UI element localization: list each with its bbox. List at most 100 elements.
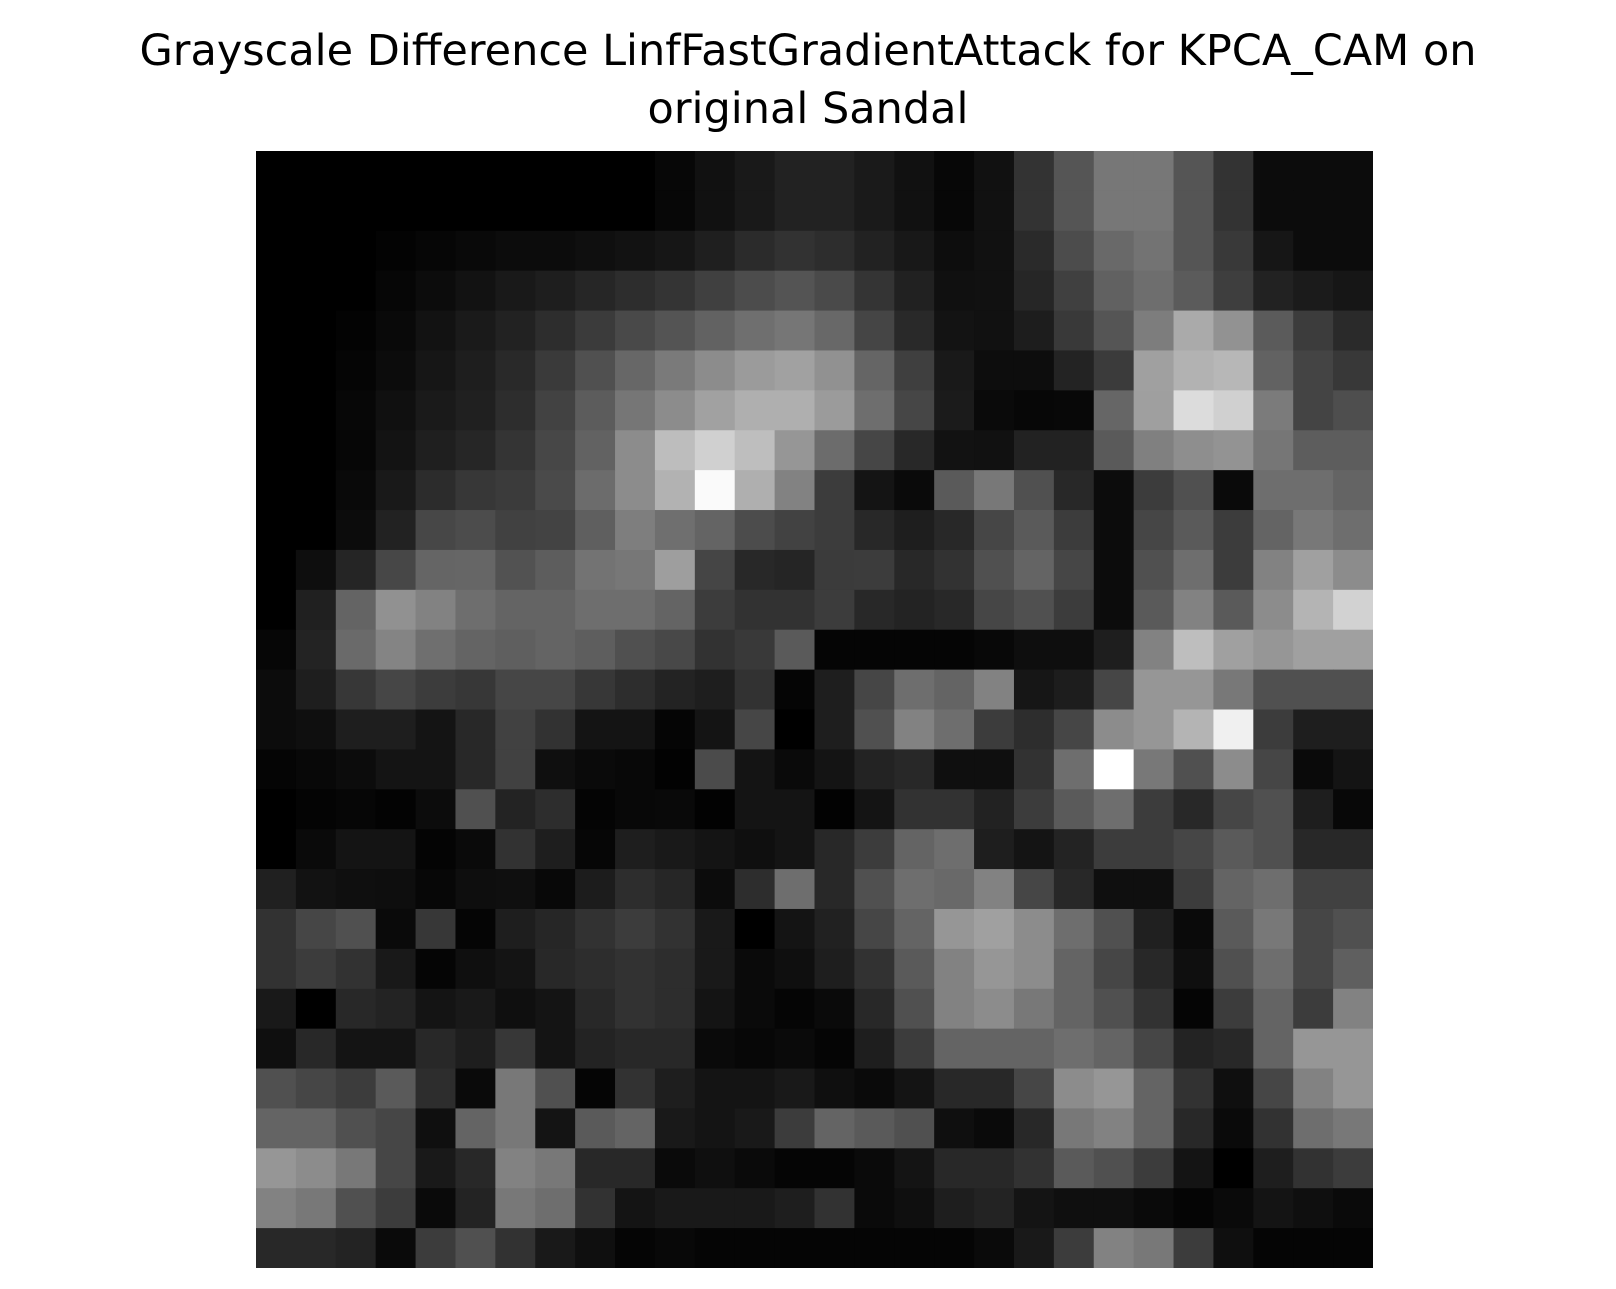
heatmap-cell-r7-c11 [694, 430, 736, 471]
heatmap-cell-r4-c12 [734, 310, 776, 352]
heatmap-cell-r21-c6 [495, 988, 536, 1030]
heatmap-cell-r21-c19 [1013, 988, 1055, 1030]
heatmap-cell-r6-c6 [495, 390, 536, 431]
heatmap-cell-r10-c21 [1093, 549, 1135, 591]
heatmap-cell-r6-c15 [854, 390, 895, 431]
heatmap-cell-r1-c27 [1333, 190, 1373, 232]
heatmap-cell-r13-c23 [1173, 669, 1215, 711]
heatmap-cell-r11-c18 [974, 589, 1015, 631]
heatmap-cell-r7-c18 [974, 430, 1015, 471]
heatmap-cell-r22-c14 [814, 1028, 855, 1070]
heatmap-cell-r14-c26 [1293, 709, 1334, 750]
heatmap-cell-r25-c8 [575, 1148, 616, 1189]
heatmap-cell-r21-c20 [1053, 988, 1095, 1030]
heatmap-cell-r24-c27 [1333, 1108, 1373, 1149]
heatmap-cell-r22-c1 [295, 1028, 337, 1070]
heatmap-cell-r20-c2 [335, 948, 377, 990]
heatmap-cell-r23-c13 [774, 1068, 816, 1110]
heatmap-cell-r0-c21 [1093, 151, 1135, 192]
heatmap-cell-r26-c20 [1053, 1188, 1095, 1229]
heatmap-cell-r26-c12 [734, 1188, 776, 1229]
heatmap-cell-r12-c13 [774, 629, 816, 671]
heatmap-cell-r7-c2 [335, 430, 377, 471]
heatmap-cell-r13-c20 [1053, 669, 1095, 711]
heatmap-cell-r14-c8 [575, 709, 616, 750]
heatmap-cell-r6-c12 [734, 390, 776, 431]
heatmap-cell-r22-c2 [335, 1028, 377, 1070]
heatmap-cell-r26-c16 [894, 1188, 935, 1229]
heatmap-cell-r15-c10 [654, 749, 696, 790]
heatmap-cell-r19-c2 [335, 908, 377, 950]
heatmap-cell-r9-c8 [575, 510, 616, 551]
heatmap-cell-r22-c4 [415, 1028, 457, 1070]
heatmap-cell-r1-c1 [295, 190, 337, 232]
heatmap-cell-r18-c10 [654, 869, 696, 910]
heatmap-cell-r8-c14 [814, 470, 855, 511]
heatmap-cell-r27-c7 [535, 1228, 576, 1268]
heatmap-cell-r6-c5 [455, 390, 496, 431]
heatmap-cell-r18-c25 [1253, 869, 1294, 910]
heatmap-cell-r24-c14 [814, 1108, 855, 1149]
heatmap-cell-r12-c12 [734, 629, 776, 671]
heatmap-cell-r3-c25 [1253, 270, 1294, 312]
heatmap-cell-r11-c9 [615, 589, 656, 631]
chart-title: Grayscale Difference LinfFastGradientAtt… [0, 22, 1616, 138]
heatmap-cell-r23-c24 [1213, 1068, 1254, 1110]
heatmap-cell-r26-c13 [774, 1188, 816, 1229]
heatmap-cell-r20-c21 [1093, 948, 1135, 990]
heatmap-cell-r12-c14 [814, 629, 855, 671]
heatmap-cell-r6-c2 [335, 390, 377, 431]
heatmap-cell-r0-c25 [1253, 151, 1294, 192]
heatmap-cell-r8-c7 [535, 470, 576, 511]
heatmap-cell-r2-c1 [295, 230, 337, 272]
heatmap-cell-r1-c25 [1253, 190, 1294, 232]
heatmap-cell-r20-c26 [1293, 948, 1334, 990]
heatmap-cell-r14-c4 [415, 709, 457, 750]
heatmap-cell-r25-c13 [774, 1148, 816, 1189]
heatmap-cell-r15-c27 [1333, 749, 1373, 790]
heatmap-cell-r27-c10 [654, 1228, 696, 1268]
heatmap-cell-r16-c17 [934, 789, 975, 830]
heatmap-cell-r20-c23 [1173, 948, 1215, 990]
heatmap-cell-r13-c22 [1133, 669, 1175, 711]
heatmap-cell-r20-c1 [295, 948, 337, 990]
heatmap-cell-r22-c3 [375, 1028, 417, 1070]
heatmap-cell-r23-c16 [894, 1068, 935, 1110]
heatmap-cell-r23-c15 [854, 1068, 895, 1110]
heatmap-cell-r23-c20 [1053, 1068, 1095, 1110]
heatmap-cell-r25-c10 [654, 1148, 696, 1189]
heatmap-cell-r0-c14 [814, 151, 855, 192]
heatmap-cell-r24-c13 [774, 1108, 816, 1149]
heatmap-cell-r16-c22 [1133, 789, 1175, 830]
heatmap-cell-r18-c23 [1173, 869, 1215, 910]
heatmap-cell-r19-c4 [415, 908, 457, 950]
heatmap-cell-r20-c27 [1333, 948, 1373, 990]
chart-title-line-2: original Sandal [647, 84, 969, 134]
heatmap-cell-r12-c26 [1293, 629, 1334, 671]
heatmap-cell-r23-c25 [1253, 1068, 1294, 1110]
heatmap-cell-r9-c16 [894, 510, 935, 551]
heatmap-cell-r1-c6 [495, 190, 536, 232]
heatmap-cell-r1-c9 [615, 190, 656, 232]
heatmap-cell-r2-c11 [694, 230, 736, 272]
heatmap-cell-r11-c12 [734, 589, 776, 631]
heatmap-cell-r26-c2 [335, 1188, 377, 1229]
heatmap-cell-r8-c17 [934, 470, 975, 511]
heatmap-cell-r18-c1 [295, 869, 337, 910]
heatmap-cell-r13-c14 [814, 669, 855, 711]
heatmap-cell-r22-c23 [1173, 1028, 1215, 1070]
heatmap-cell-r17-c10 [654, 829, 696, 870]
heatmap-cell-r15-c12 [734, 749, 776, 790]
heatmap-cell-r10-c15 [854, 549, 895, 591]
heatmap-cell-r27-c6 [495, 1228, 536, 1268]
heatmap-cell-r19-c15 [854, 908, 895, 950]
heatmap-cell-r4-c24 [1213, 310, 1254, 352]
heatmap-cell-r17-c1 [295, 829, 337, 870]
heatmap-cell-r25-c22 [1133, 1148, 1175, 1189]
heatmap-cell-r3-c23 [1173, 270, 1215, 312]
heatmap-cell-r24-c17 [934, 1108, 975, 1149]
heatmap-cell-r10-c13 [774, 549, 816, 591]
heatmap-cell-r19-c17 [934, 908, 975, 950]
heatmap-cell-r25-c21 [1093, 1148, 1135, 1189]
heatmap-cell-r3-c21 [1093, 270, 1135, 312]
